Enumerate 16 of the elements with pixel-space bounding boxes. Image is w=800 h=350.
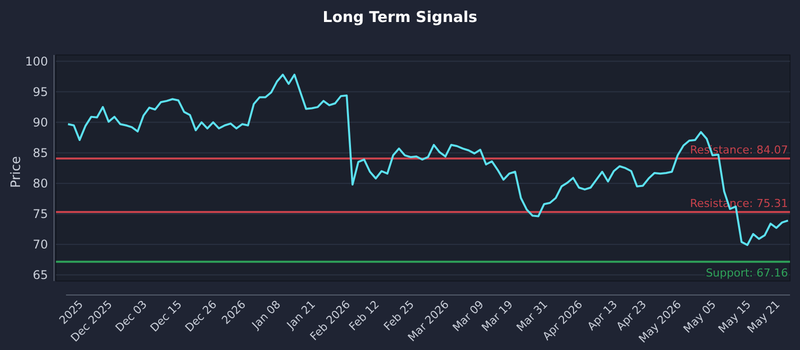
line-series <box>67 74 789 246</box>
chart-title: Long Term Signals <box>322 8 478 26</box>
y-tick-label: 75 <box>32 207 48 222</box>
x-tick-label: Dec 26 <box>182 298 220 335</box>
y-tick-label: 70 <box>32 238 48 252</box>
y-tick-label: 65 <box>32 268 48 282</box>
y-tick-label: 90 <box>32 116 48 130</box>
y-axis-title: Price <box>9 156 24 188</box>
ref-line-label: Support: 67.16 <box>706 266 788 280</box>
y-tick-label: 80 <box>32 176 48 191</box>
y-tick-label: 100 <box>25 54 48 68</box>
y-tick-label: 85 <box>32 146 48 160</box>
x-tick-label: Jan 08 <box>248 298 284 332</box>
x-tick-label: Dec 03 <box>112 298 150 335</box>
y-tick-label: 95 <box>32 84 48 99</box>
x-tick-label: Dec 15 <box>148 298 184 335</box>
